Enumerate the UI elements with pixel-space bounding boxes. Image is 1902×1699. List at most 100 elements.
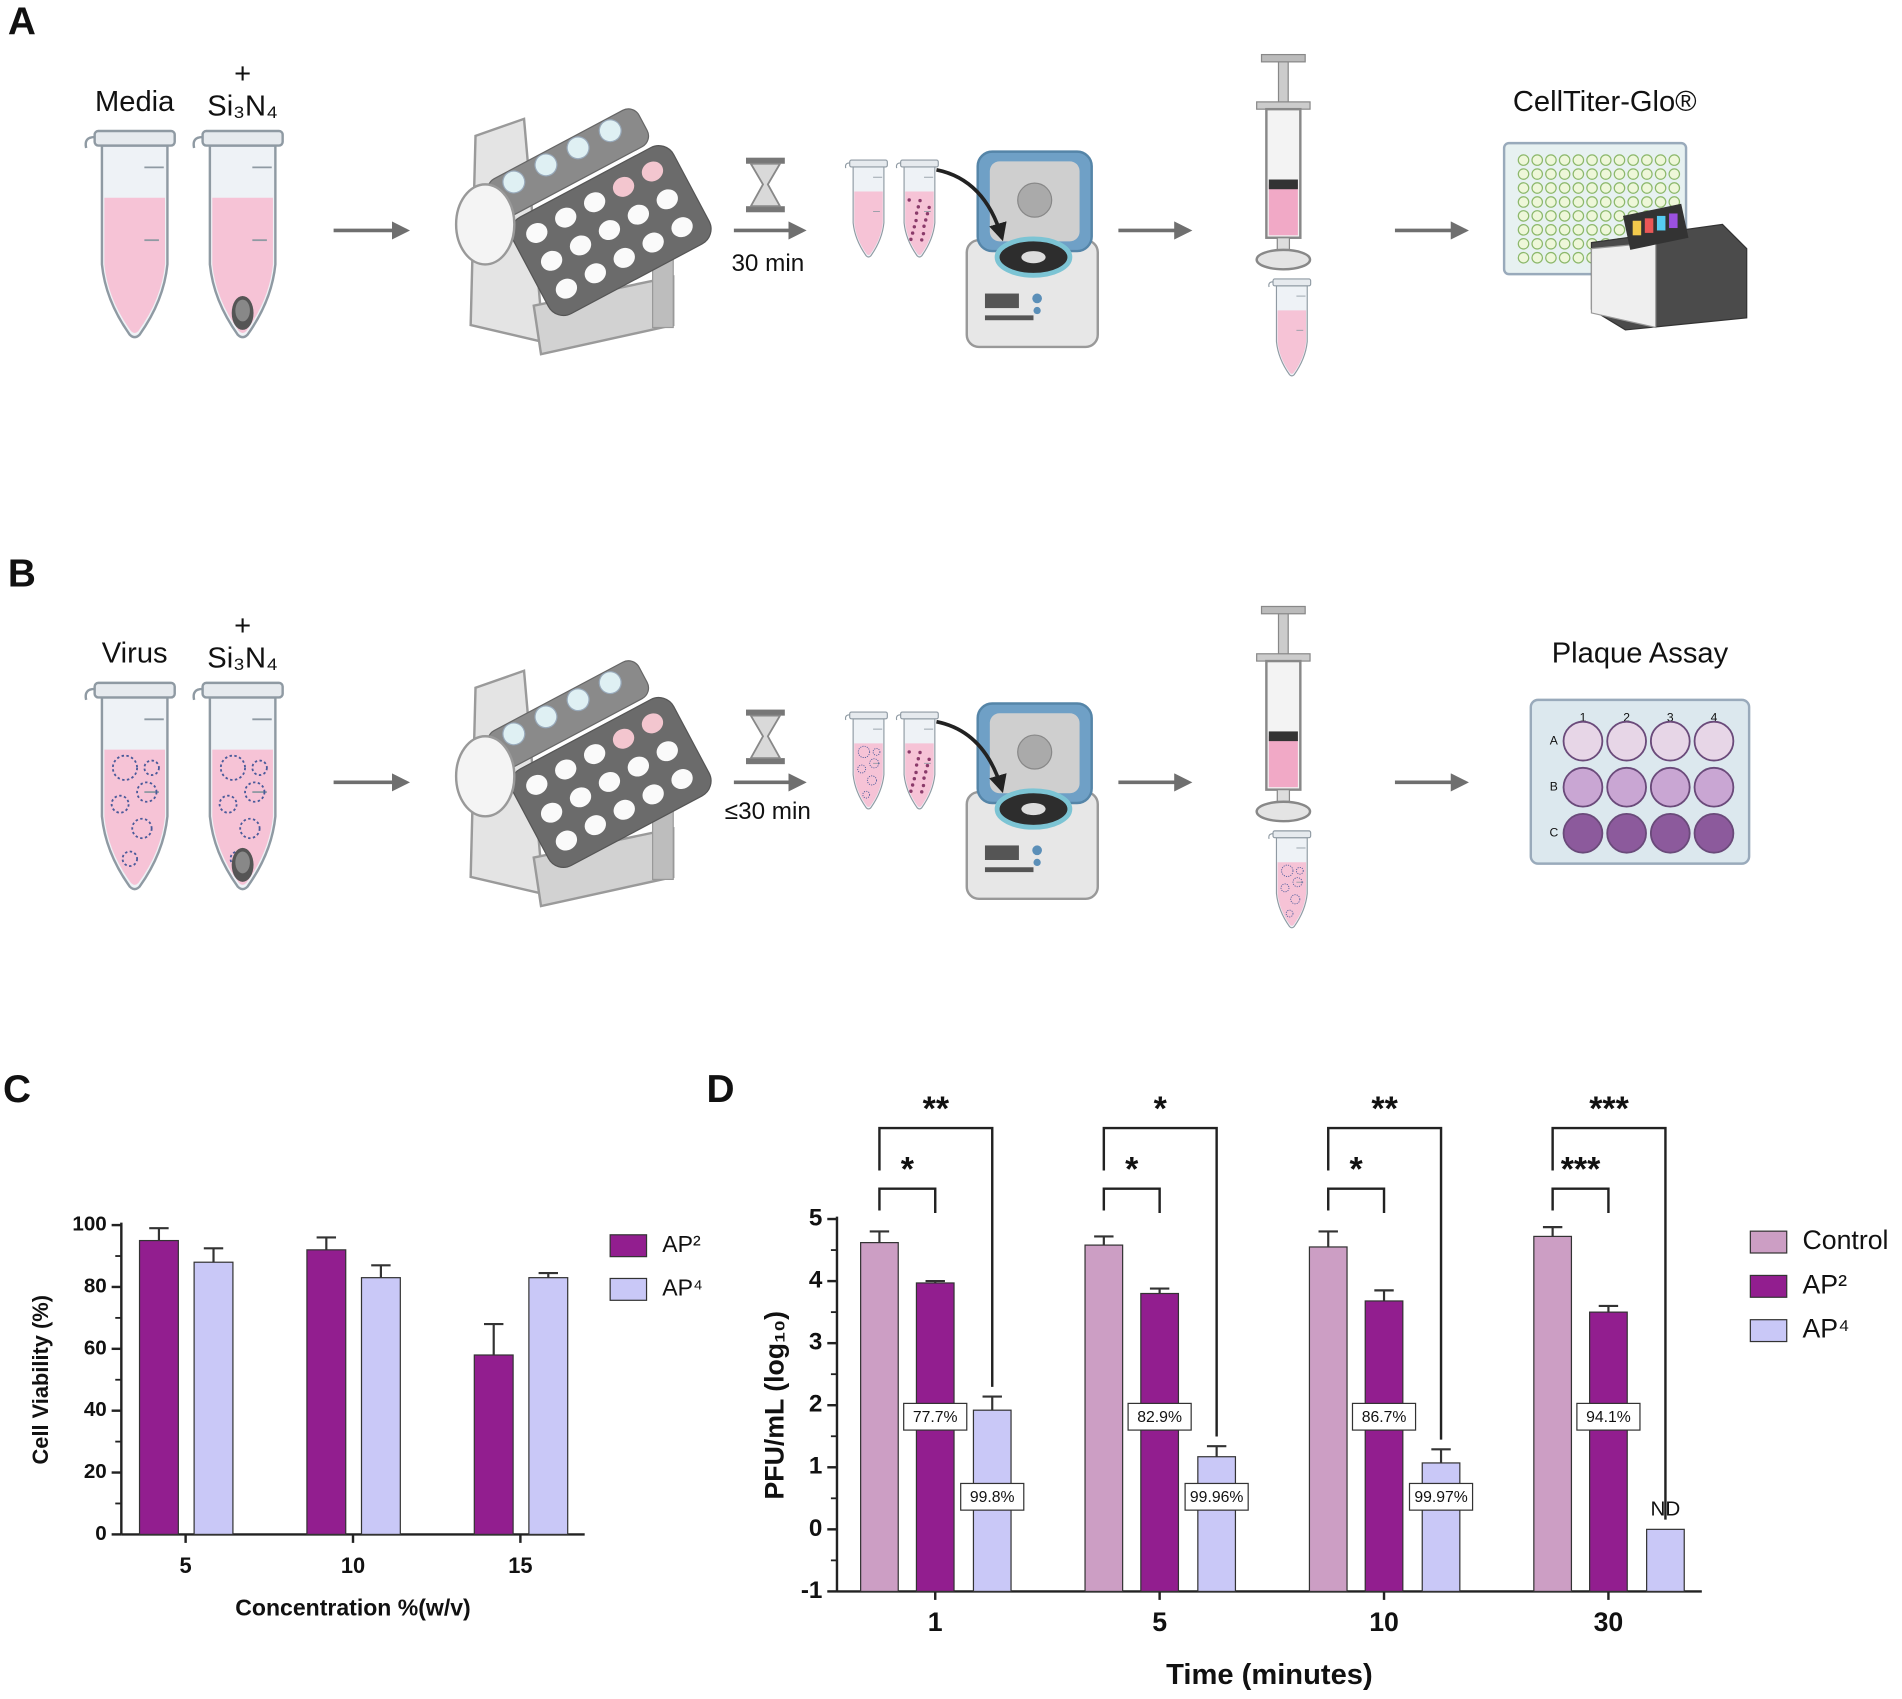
particle: [918, 198, 922, 203]
well: [1517, 224, 1530, 236]
bar: [138, 1239, 179, 1536]
tube-liquid: [1277, 310, 1307, 374]
syringe-plunger: [1277, 609, 1289, 660]
well: [1531, 154, 1544, 166]
well: [1531, 237, 1544, 250]
well: [1572, 224, 1585, 236]
rack-hole: [656, 741, 678, 762]
error-bar: [1318, 1230, 1338, 1247]
tube-label: Virus: [102, 638, 168, 670]
well: [1545, 182, 1557, 194]
well: [1586, 154, 1598, 166]
bar: [1646, 1528, 1685, 1593]
hourglass-glass: [749, 714, 782, 760]
plate-well: [1693, 766, 1735, 808]
tube-cap: [849, 159, 888, 168]
particle: [916, 757, 921, 761]
particle: [914, 211, 919, 215]
well: [1654, 196, 1667, 208]
well: [1545, 154, 1557, 166]
virus-particle: [869, 758, 880, 769]
legend-label: AP²: [662, 1231, 701, 1257]
well: [1668, 182, 1681, 194]
rack-hole: [540, 802, 563, 823]
plate-well: [1562, 766, 1604, 808]
rack-hole: [642, 232, 664, 253]
significance-bracket: [878, 1126, 994, 1387]
significance-label: **: [923, 1090, 950, 1128]
rack-hole: [555, 759, 577, 780]
annotation: 94.1%: [1586, 1409, 1631, 1426]
bar: [360, 1277, 401, 1536]
bar: [860, 1242, 899, 1593]
centrifuge-button: [1033, 306, 1041, 315]
well: [1531, 168, 1544, 180]
well: [1517, 237, 1530, 250]
rack-hole: [555, 278, 578, 299]
well: [1531, 251, 1544, 264]
well: [1599, 154, 1612, 166]
significance-label: **: [1371, 1090, 1398, 1128]
y-tick-label: -1: [801, 1577, 823, 1604]
y-tick-label: 100: [72, 1213, 106, 1236]
legend-label: Control: [1803, 1225, 1889, 1255]
tube: [844, 711, 888, 810]
well: [1586, 196, 1598, 208]
well: [1599, 224, 1612, 236]
y-tick-label: 0: [809, 1515, 823, 1542]
syringe-filter: [1255, 248, 1312, 271]
well: [1545, 210, 1557, 222]
well: [1531, 224, 1544, 236]
plate-column-label: 2: [1623, 710, 1630, 724]
bar: [1308, 1246, 1348, 1593]
bar: [1197, 1456, 1237, 1593]
error-bar: [1374, 1289, 1394, 1301]
virus-particle: [111, 754, 139, 781]
centrifuge-button: [1032, 845, 1042, 856]
readout-label: CellTiter-Glo®: [1513, 86, 1697, 118]
annotation-box: [1576, 1402, 1641, 1431]
x-tick-label: 5: [1152, 1607, 1167, 1637]
bar: [473, 1354, 514, 1536]
hourglass-bottom: [746, 206, 785, 213]
rack-hole: [612, 176, 635, 197]
load-arrow: [936, 719, 1007, 794]
well: [1558, 154, 1571, 166]
well: [1558, 237, 1571, 250]
centrifuge-button: [1032, 293, 1042, 304]
centrifuge-hub: [1021, 251, 1046, 264]
centrifuge-button: [1033, 858, 1041, 867]
particle: [914, 770, 918, 775]
particle: [914, 218, 918, 223]
tube: [192, 681, 284, 891]
well: [1558, 168, 1571, 180]
tube-hinge: [192, 687, 203, 701]
tube-hinge: [84, 135, 95, 149]
well: [1558, 251, 1571, 264]
particle: [925, 211, 930, 216]
centrifuge-lid-dot: [1017, 182, 1053, 218]
legend-swatch: [609, 1277, 648, 1301]
tube: [895, 711, 939, 810]
particle: [909, 237, 913, 242]
hourglass-top: [746, 709, 785, 716]
virus-particle: [110, 794, 130, 814]
annotation-box: [903, 1402, 968, 1431]
significance-label: *: [1350, 1151, 1364, 1189]
tube-hinge: [895, 714, 901, 721]
rack-hole: [612, 728, 635, 749]
well: [1586, 224, 1598, 236]
particle: [912, 225, 917, 229]
tube-cap: [900, 159, 939, 168]
well: [1531, 182, 1544, 194]
tube: [192, 129, 284, 339]
annotation-box: [1351, 1402, 1417, 1431]
error-bar: [371, 1264, 391, 1278]
bar: [306, 1249, 347, 1536]
rack-hole: [671, 217, 693, 238]
error-bar: [925, 1280, 945, 1283]
tube-label: Media: [95, 86, 175, 118]
plate-column-label: 3: [1667, 710, 1674, 724]
tube-cap: [201, 681, 284, 699]
well: [1627, 182, 1639, 194]
